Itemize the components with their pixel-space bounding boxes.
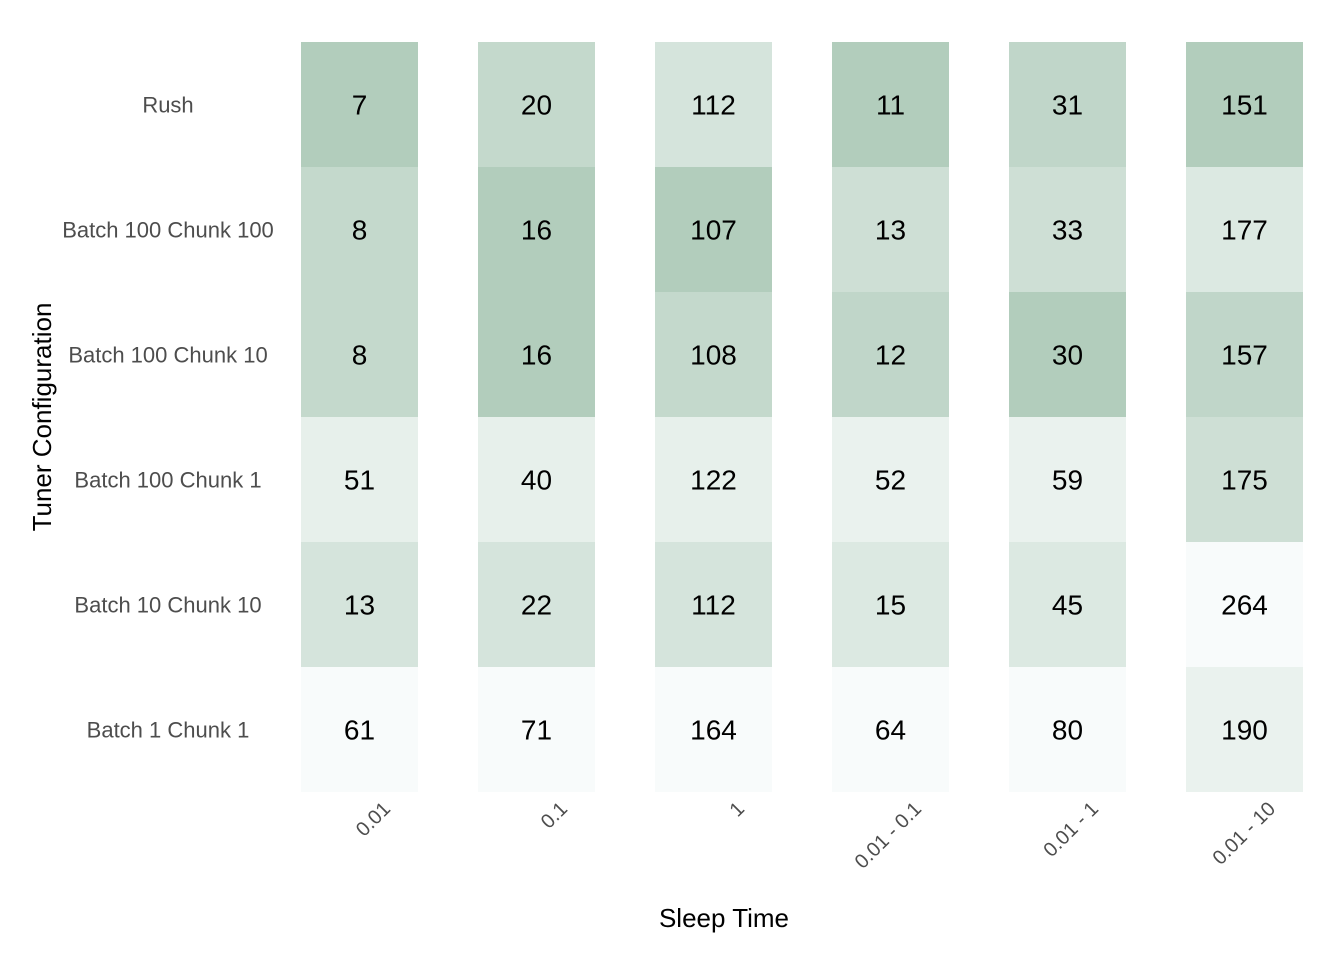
cell-value-label: 33 <box>1052 215 1083 246</box>
cell-value-label: 108 <box>690 340 737 371</box>
heatmap-cell <box>1186 292 1303 417</box>
x-axis-ticks: 0.01 0.1 1 0.01 - 0.1 0.01 - 1 0.01 - 10 <box>352 798 1280 873</box>
cell-value-label: 164 <box>690 715 737 746</box>
x-tick-label: 0.01 - 1 <box>1040 798 1104 862</box>
heatmap-cell <box>832 42 949 167</box>
cell-value-label: 40 <box>521 465 552 496</box>
heatmap-cell <box>301 167 418 292</box>
cell-value-label: 59 <box>1052 465 1083 496</box>
heatmap-cell <box>301 667 418 792</box>
cell-value-label: 8 <box>352 215 368 246</box>
cell-value-label: 52 <box>875 465 906 496</box>
cell-value-label: 31 <box>1052 90 1083 121</box>
heatmap-cell <box>655 542 772 667</box>
heatmap-cell <box>301 292 418 417</box>
heatmap-cell <box>478 42 595 167</box>
x-tick-label: 1 <box>726 798 749 821</box>
x-tick-label: 0.01 <box>352 798 395 841</box>
heatmap-cell <box>832 167 949 292</box>
heatmap-cell <box>655 167 772 292</box>
heatmap-cell <box>478 542 595 667</box>
cell-value-label: 122 <box>690 465 737 496</box>
heatmap-cell <box>832 417 949 542</box>
cell-value-label: 61 <box>344 715 375 746</box>
cell-value-label: 112 <box>691 590 736 621</box>
cell-value-label: 30 <box>1052 340 1083 371</box>
y-axis-ticks: Rush Batch 100 Chunk 100 Batch 100 Chunk 1… <box>62 93 274 743</box>
heatmap-cell <box>478 417 595 542</box>
x-tick-label: 0.01 - 0.1 <box>851 798 926 873</box>
cell-value-label: 107 <box>690 215 737 246</box>
heatmap-cell <box>1009 167 1126 292</box>
heatmap-cell <box>655 667 772 792</box>
y-tick-label: Rush <box>142 93 193 118</box>
cell-value-label: 175 <box>1221 465 1268 496</box>
heatmap-cell <box>1009 542 1126 667</box>
heatmap-cell <box>1009 417 1126 542</box>
cell-value-label: 16 <box>521 215 552 246</box>
heatmap-cell <box>655 292 772 417</box>
cell-value-label: 16 <box>521 340 552 371</box>
heatmap-cell <box>832 542 949 667</box>
cell-value-label: 22 <box>521 590 552 621</box>
heatmap-cell <box>1186 167 1303 292</box>
heatmap-cell <box>478 292 595 417</box>
x-tick-label: 0.1 <box>537 798 572 833</box>
cell-value-label: 112 <box>691 90 736 121</box>
heatmap-cell <box>478 167 595 292</box>
heatmap-cell <box>832 667 949 792</box>
heatmap-cell <box>1186 417 1303 542</box>
heatmap-cell <box>1186 542 1303 667</box>
y-tick-label: Batch 100 Chunk 1 <box>74 468 261 493</box>
cell-value-label: 177 <box>1221 215 1268 246</box>
cell-value-label: 15 <box>875 590 906 621</box>
cell-value-label: 64 <box>875 715 906 746</box>
cell-value-label: 11 <box>876 90 905 121</box>
heatmap-cells: 7 20 112 11 31 151 8 16 107 13 33 177 8 16 108 12 30 157 5… <box>301 42 1303 792</box>
cell-value-label: 190 <box>1221 715 1268 746</box>
heatmap-cell <box>1009 292 1126 417</box>
y-tick-label: Batch 100 Chunk 100 <box>62 218 274 243</box>
heatmap-cell <box>1009 667 1126 792</box>
heatmap-cell <box>301 542 418 667</box>
cell-value-label: 51 <box>344 465 375 496</box>
heatmap-cell <box>832 292 949 417</box>
heatmap-cell <box>301 417 418 542</box>
cell-value-label: 151 <box>1221 90 1268 121</box>
x-tick-label: 0.01 - 10 <box>1209 798 1280 869</box>
cell-value-label: 13 <box>875 215 906 246</box>
y-axis-title: Tuner Configuration <box>27 303 57 532</box>
cell-value-label: 7 <box>352 90 368 121</box>
y-tick-label: Batch 100 Chunk 10 <box>68 343 267 368</box>
heatmap-cell <box>478 667 595 792</box>
cell-value-label: 80 <box>1052 715 1083 746</box>
heatmap-cell <box>1009 42 1126 167</box>
y-tick-label: Batch 10 Chunk 10 <box>74 593 261 618</box>
cell-value-label: 264 <box>1221 590 1268 621</box>
heatmap-cell <box>655 417 772 542</box>
cell-value-label: 71 <box>521 715 552 746</box>
heatmap-cell <box>301 42 418 167</box>
y-tick-label: Batch 1 Chunk 1 <box>87 718 250 743</box>
x-axis-title: Sleep Time <box>659 903 789 933</box>
cell-value-label: 20 <box>521 90 552 121</box>
cell-value-label: 13 <box>344 590 375 621</box>
cell-value-label: 12 <box>875 340 906 371</box>
cell-value-label: 157 <box>1221 340 1268 371</box>
cell-value-label: 45 <box>1052 590 1083 621</box>
heatmap-cell <box>1186 667 1303 792</box>
cell-value-label: 8 <box>352 340 368 371</box>
heatmap-cell <box>655 42 772 167</box>
heatmap-cell <box>1186 42 1303 167</box>
